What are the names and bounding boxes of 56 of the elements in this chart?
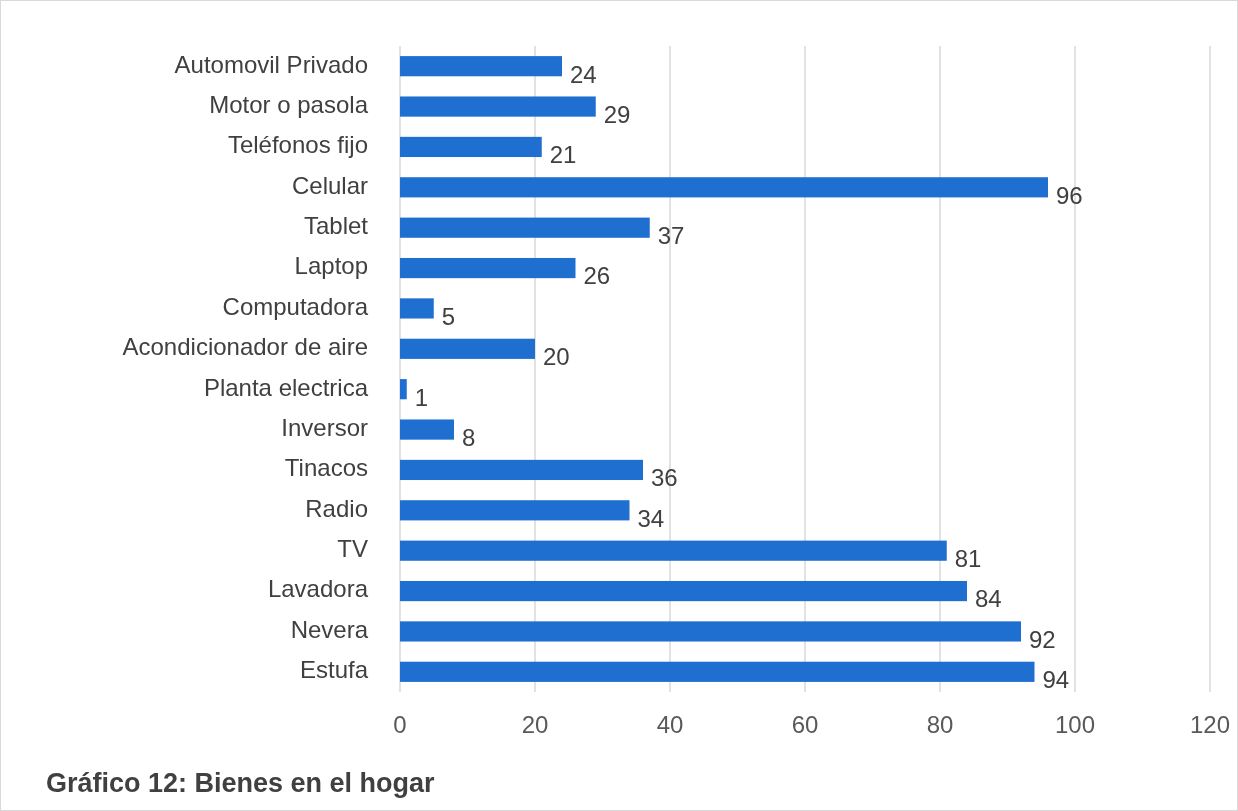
y-tick-label: Computadora (222, 292, 369, 320)
bar (400, 459, 643, 481)
x-tick-label: 80 (926, 711, 954, 738)
bar (400, 338, 535, 359)
y-tick-label: Motor o pasola (209, 90, 369, 118)
y-tick-label: Celular (291, 171, 369, 199)
data-label: 24 (570, 60, 597, 88)
data-label: 20 (543, 343, 570, 371)
y-tick-label: Radio (305, 494, 368, 522)
data-label: 1 (414, 383, 429, 411)
bar (400, 580, 967, 602)
y-tick-label: Estufa (299, 656, 369, 684)
x-tick-label: 100 (1054, 711, 1096, 738)
bar (400, 56, 562, 77)
y-tick-label: Nevera (290, 615, 369, 643)
y-tick-label: Teléfonos fijo (227, 131, 368, 159)
data-label: 26 (583, 262, 611, 290)
data-label: 94 (1042, 666, 1070, 694)
x-tick-label: 20 (521, 711, 549, 738)
y-tick-label: Laptop (294, 252, 368, 280)
x-tick-label: 40 (656, 711, 684, 738)
bar (400, 661, 1035, 682)
data-label: 5 (441, 302, 456, 330)
bar (400, 540, 947, 561)
bar (400, 136, 542, 158)
bar (400, 500, 630, 521)
bar (400, 379, 407, 400)
data-label: 84 (975, 585, 1002, 613)
data-label: 96 (1056, 181, 1083, 209)
bar (400, 298, 434, 319)
x-tick-label: 120 (1189, 711, 1231, 738)
bar (400, 257, 576, 279)
data-label: 29 (603, 100, 631, 128)
data-label: 21 (549, 141, 577, 169)
data-label: 8 (462, 423, 476, 451)
text: Gráfico 12: Bienes en el hogar (46, 768, 436, 798)
bar (400, 419, 454, 440)
y-tick-label: Inversor (281, 413, 368, 441)
y-tick-label: Tinacos (284, 454, 368, 482)
data-label: 37 (657, 222, 685, 250)
data-label: 36 (651, 464, 678, 492)
y-tick-label: Automovil Privado (174, 50, 368, 78)
data-label: 34 (637, 504, 665, 532)
bar (400, 217, 650, 238)
bar (400, 621, 1021, 642)
x-tick-label: 0 (393, 711, 407, 738)
bar (400, 96, 596, 117)
data-label: 81 (954, 545, 982, 573)
y-tick-label: Tablet (303, 212, 369, 240)
y-tick-label: Planta electrica (203, 373, 369, 401)
x-tick-label: 60 (791, 711, 819, 738)
bar (400, 177, 1048, 198)
y-tick-label: Acondicionador de aire (122, 333, 368, 361)
y-tick-label: Lavadora (267, 575, 369, 603)
data-label: 92 (1029, 625, 1056, 653)
y-tick-label: TV (337, 535, 368, 563)
